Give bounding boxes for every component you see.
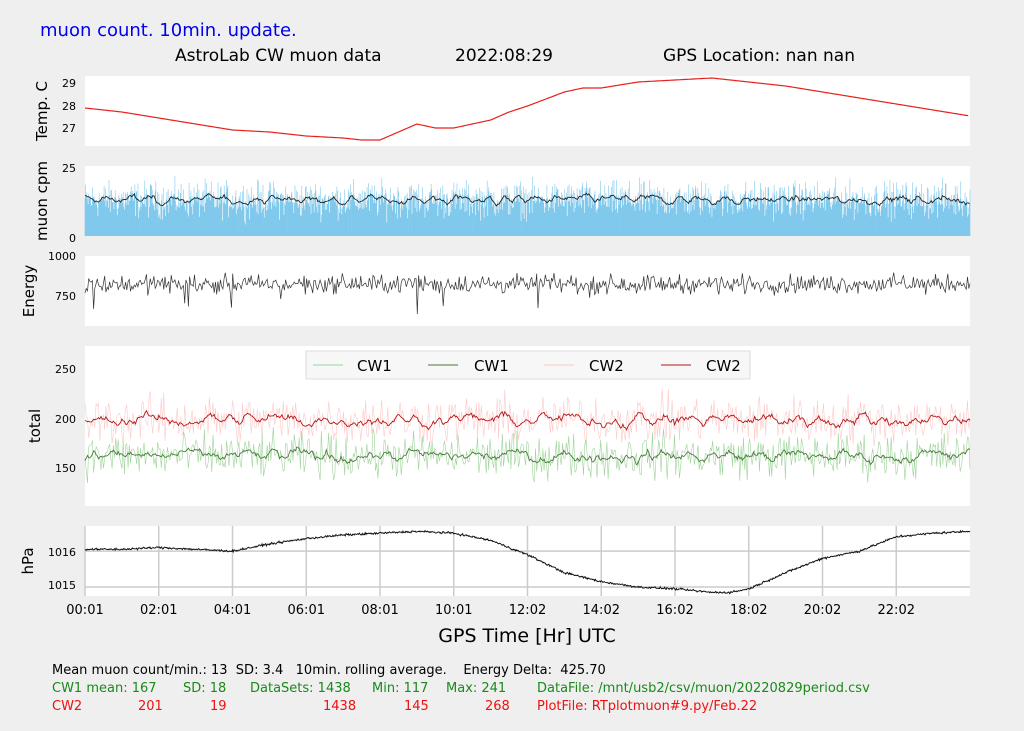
muon-ytick-0: 0 <box>69 232 76 245</box>
stats-line-mean: Mean muon count/min.: 13 SD: 3.4 10min. … <box>52 663 606 678</box>
legend-label-cw1-avg: CW1 <box>474 357 509 375</box>
total-ytick-200: 200 <box>55 413 76 426</box>
cw1-datasets: DataSets: 1438 <box>250 681 351 696</box>
x-tick-8: 16:02 <box>656 603 693 618</box>
cw2-label: CW2 <box>52 699 83 714</box>
x-tick-11: 22:02 <box>878 603 915 618</box>
cw1-mean: CW1 mean: 167 <box>52 681 157 696</box>
update-label: muon count. 10min. update. <box>40 20 297 41</box>
muon-rolling-average-line <box>84 192 970 207</box>
cw2-min: 145 <box>404 699 429 714</box>
energy-ytick-1000: 1000 <box>48 250 76 263</box>
cw1-min: Min: 117 <box>372 681 429 696</box>
cw1-sd: SD: 18 <box>183 681 227 696</box>
chart-title: AstroLab CW muon data <box>175 46 382 66</box>
x-tick-5: 10:01 <box>435 603 472 618</box>
x-tick-3: 06:01 <box>288 603 325 618</box>
cw2-plotfile: PlotFile: RTplotmuon#9.py/Feb.22 <box>537 699 758 714</box>
total-ylabel: total <box>26 409 44 443</box>
x-tick-labels: 00:01 02:01 04:01 06:01 08:01 10:01 12:02 14:02… <box>66 603 915 618</box>
cw2-mean: 201 <box>138 699 163 714</box>
cw2-raw-line <box>84 388 971 447</box>
muon-ytick-25: 25 <box>62 162 76 175</box>
cw2-sd: 19 <box>210 699 227 714</box>
cw1-raw-line <box>84 427 971 484</box>
temp-ytick-29: 29 <box>62 77 76 90</box>
cw1-max: Max: 241 <box>446 681 507 696</box>
total-legend: CW1 CW1 CW2 CW2 <box>305 350 751 380</box>
temp-ylabel: Temp. C <box>33 81 51 142</box>
stats-cw1: CW1 mean: 167 SD: 18 DataSets: 1438 Min: 11… <box>52 681 870 696</box>
cw1-datafile: DataFile: /mnt/usb2/csv/muon/20220829per… <box>537 681 870 696</box>
x-tick-7: 14:02 <box>583 603 620 618</box>
cw2-max: 268 <box>485 699 510 714</box>
x-axis-label: GPS Time [Hr] UTC <box>438 625 615 647</box>
cw2-average-line <box>84 409 971 431</box>
legend-label-cw1-raw: CW1 <box>357 357 392 375</box>
x-tick-9: 18:02 <box>730 603 767 618</box>
x-tick-1: 02:01 <box>140 603 177 618</box>
total-ytick-250: 250 <box>55 363 76 376</box>
x-tick-10: 20:02 <box>804 603 841 618</box>
pressure-ytick-1015: 1015 <box>48 579 76 592</box>
temp-panel <box>85 76 970 146</box>
legend-label-cw2-avg: CW2 <box>706 357 741 375</box>
chart-date: 2022:08:29 <box>455 46 553 66</box>
x-tick-6: 12:02 <box>509 603 546 618</box>
energy-line <box>84 272 971 315</box>
muon-bar-series <box>84 176 971 236</box>
x-tick-2: 04:01 <box>214 603 251 618</box>
stats-cw2: CW2 201 19 1438 145 268 PlotFile: RTplotmuon#9… <box>52 699 757 714</box>
gps-location: GPS Location: nan nan <box>663 46 855 66</box>
x-tick-4: 08:01 <box>361 603 398 618</box>
pressure-ylabel: hPa <box>19 547 37 574</box>
cw2-datasets: 1438 <box>323 699 357 714</box>
pressure-ytick-1016: 1016 <box>48 546 76 559</box>
legend-label-cw2-raw: CW2 <box>589 357 624 375</box>
total-ytick-150: 150 <box>55 462 76 475</box>
pressure-line <box>84 529 971 595</box>
energy-panel <box>85 256 970 326</box>
temp-line <box>84 77 969 141</box>
x-tick-0: 00:01 <box>66 603 103 618</box>
muon-ylabel: muon cpm <box>33 161 51 241</box>
temp-ytick-28: 28 <box>62 100 76 113</box>
energy-ylabel: Energy <box>20 265 38 318</box>
energy-ytick-750: 750 <box>55 290 76 303</box>
temp-ytick-27: 27 <box>62 122 76 135</box>
muon-bars <box>84 176 971 236</box>
cw1-average-line <box>84 446 971 466</box>
